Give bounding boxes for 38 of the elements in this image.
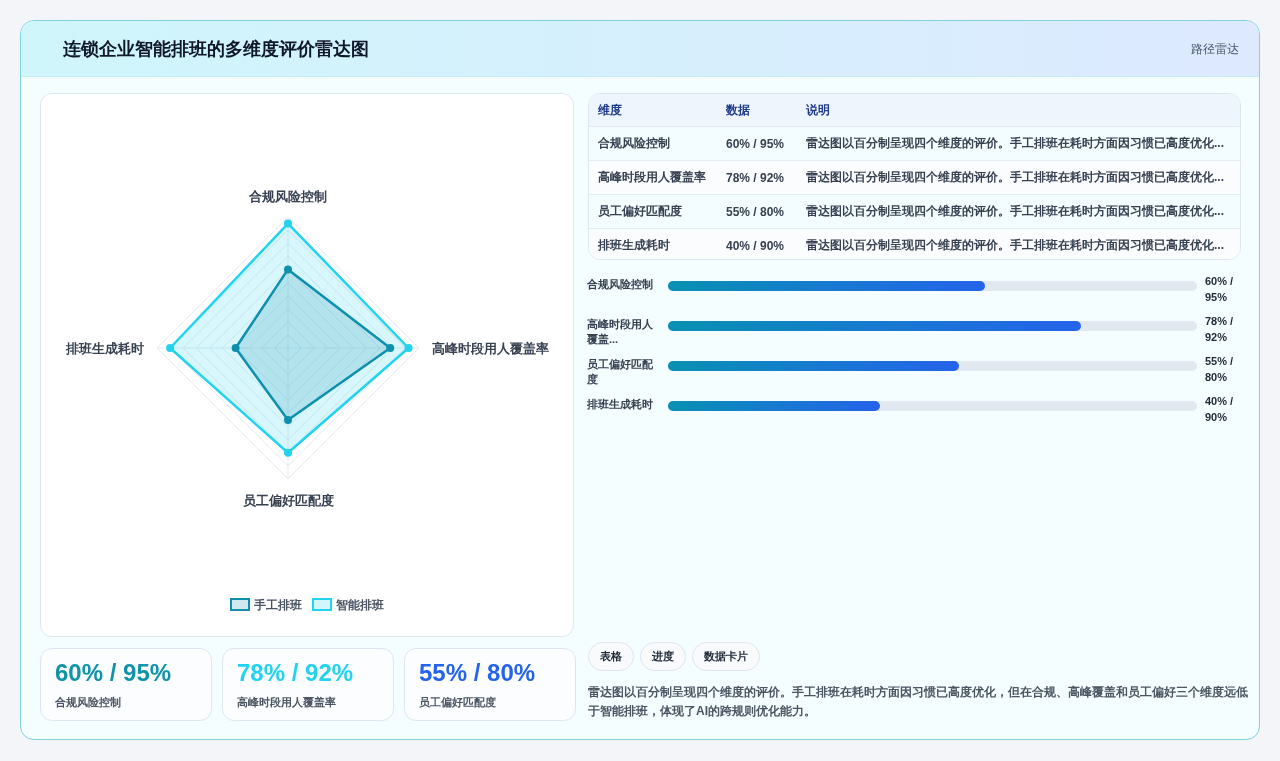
text: 高峰时段用人覆盖率: [589, 160, 717, 195]
text: 路径雷达: [1191, 41, 1239, 58]
y-tick-label: 合规风险控制: [587, 277, 654, 292]
text: 数据: [717, 94, 797, 127]
y-tick-label: 排班生成耗时: [587, 397, 654, 412]
spoke-label: 合规风险控制: [248, 189, 327, 205]
text: 雷达图以百分制呈现四个维度的评价。手工排班在耗时方面因习惯已高度优化...: [797, 194, 1240, 229]
text: 55% / 80%: [717, 194, 797, 229]
legend-label: 智能排班: [336, 598, 384, 612]
data-label: 60% / 95%: [1205, 274, 1235, 305]
text: 60% / 95%: [55, 659, 172, 687]
text: 数据卡片: [704, 650, 748, 662]
spoke-label: 高峰时段用人覆盖率: [431, 341, 549, 356]
text: 雷达图以百分制呈现四个维度的评价。手工排班在耗时方面因习惯已高度优化...: [797, 228, 1240, 262]
data-label: 40% / 90%: [1205, 394, 1235, 425]
text: 60% / 95%: [717, 126, 797, 161]
spoke-label: 员工偏好匹配度: [242, 492, 334, 508]
text: 78% / 92%: [717, 160, 797, 195]
text: 连锁企业智能排班的多维度评价雷达图: [63, 38, 369, 61]
text: 雷达图以百分制呈现四个维度的评价。手工排班在耗时方面因习惯已高度优化...: [797, 126, 1240, 161]
text: 进度: [652, 650, 674, 662]
text: 78% / 92%: [237, 659, 354, 687]
text: 40% / 90%: [717, 228, 797, 262]
spoke-label: 排班生成耗时: [65, 341, 145, 356]
text: 表格: [600, 650, 622, 662]
text: 员工偏好匹配度: [419, 695, 496, 710]
text: 雷达图以百分制呈现四个维度的评价。手工排班在耗时方面因习惯已高度优化...: [797, 160, 1240, 195]
text: 维度: [589, 94, 717, 127]
text: 55% / 80%: [419, 659, 536, 687]
y-tick-label: 高峰时段用人覆盖...: [587, 317, 654, 347]
data-label: 78% / 92%: [1205, 314, 1235, 345]
text: 说明: [797, 94, 1240, 127]
text: 雷达图以百分制呈现四个维度的评价。手工排班在耗时方面因习惯已高度优化，但在合规、高峰覆盖和员工偏好三个维度远低于智能排班，体现了AI的跨规则优化能力。: [588, 684, 1248, 720]
data-label: 55% / 80%: [1205, 354, 1235, 385]
y-tick-label: 员工偏好匹配度: [587, 357, 654, 387]
legend-label: 手工排班: [254, 598, 302, 612]
text: 高峰时段用人覆盖率: [237, 695, 336, 710]
text: 合规风险控制: [55, 695, 121, 710]
